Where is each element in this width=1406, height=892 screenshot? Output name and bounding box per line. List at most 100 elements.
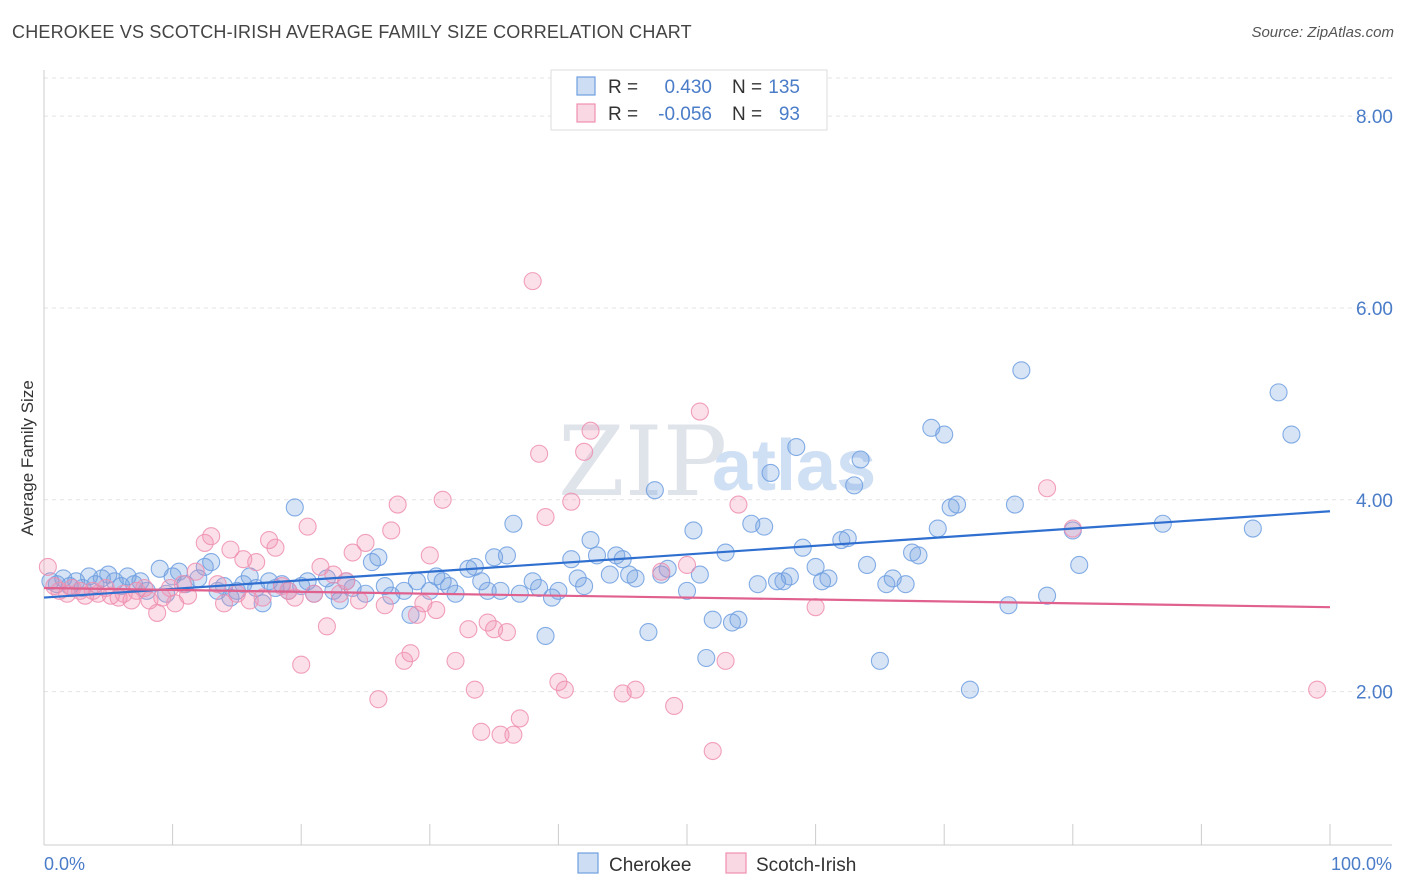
x-tick-label-max: 100.0% [1331,854,1392,874]
scotch-irish-point [285,588,304,607]
scotch-irish-point [401,644,420,663]
cherokee-point [645,481,664,500]
scotch-irish-point [266,538,285,557]
cherokee-point [491,581,510,600]
scotch-irish-point [186,562,205,581]
cherokee-point [677,581,697,600]
cherokee-point [851,450,870,469]
chart-title: CHEROKEE VS SCOTCH-IRISH AVERAGE FAMILY … [12,22,692,42]
scotch-irish-point [581,421,600,440]
legend-n-label-cherokee: N = [732,77,762,98]
legend-n-value-scotch-irish: 93 [779,104,800,125]
scotch-irish-point [523,272,542,291]
scotch-irish-point [337,572,356,591]
cherokee-point [99,565,118,584]
scotch-irish-point [195,533,214,552]
scotch-irish-point [350,591,369,610]
scotch-irish-point [716,651,735,670]
cherokee-point [626,569,645,588]
cherokee-point [1038,586,1057,605]
scotch-irish-point [382,521,401,540]
cherokee-point [568,569,587,588]
x-axis-ticks [43,824,1331,845]
cherokee-point [787,437,806,457]
cherokee-point [523,572,542,591]
scotch-irish-point [375,596,394,615]
scotch-irish-point [259,530,279,550]
scotch-irish-point [420,546,439,565]
scotch-irish-point [208,575,227,594]
cherokee-point [510,584,529,603]
legend-r-value-cherokee: 0.430 [664,77,712,98]
legend-n-label-scotch-irish: N = [732,104,762,125]
scotch-irish-point [729,495,748,514]
scotch-irish-point [510,709,529,728]
scotch-irish-point [465,680,484,699]
legend-swatch-scotch-irish [576,103,596,123]
scotch-irish-point [478,613,497,632]
cherokee-point [369,548,388,567]
scotch-irish-point [292,655,311,674]
scotch-irish-point [652,562,671,581]
cherokee-point [703,610,722,629]
cherokee-point [562,550,581,569]
legend-n-value-cherokee: 135 [768,77,800,98]
cherokee-trend-line [43,510,1331,599]
cherokee-point [1012,361,1031,380]
scotch-irish-point [343,543,362,562]
scotch-irish-point [497,623,517,642]
cherokee-point [684,521,703,540]
scotch-irish-point [1038,479,1057,498]
cherokee-point [1243,519,1262,538]
cherokee-point [472,572,491,591]
legend-bottom: Cherokee Scotch-Irish [577,852,856,876]
scotch-irish-point [388,495,407,514]
cherokee-point [761,463,780,482]
cherokee-point [1269,383,1288,402]
scotch-irish-point [395,651,414,670]
scotch-irish-point [247,553,266,572]
scotch-irish-point [221,540,240,559]
cherokee-point [581,530,600,550]
legend-r-label-scotch-irish: R = [608,104,638,125]
watermark: ZIP atlas [558,406,876,518]
legend-bottom-label-scotch-irish: Scotch-Irish [756,855,856,876]
data-points [38,272,1327,761]
cherokee-point [375,577,394,596]
x-tick-label-min: 0.0% [44,854,85,874]
y-tick-label: 2.00 [1356,683,1393,704]
scotch-irish-point [562,492,581,511]
scotch-irish-point [38,557,57,576]
cherokee-point [845,476,864,495]
scotch-irish-point [665,696,684,715]
scotch-irish-point [369,690,388,709]
scotch-irish-point [504,725,523,744]
cherokee-point [542,588,562,607]
scotch-irish-point [356,533,375,552]
scotch-irish-point [253,588,272,607]
cherokee-point [497,546,517,565]
cherokee-point [896,575,915,594]
scotch-irish-point [806,598,825,617]
legend-r-value-scotch-irish: -0.056 [658,104,712,125]
cherokee-point [697,648,716,668]
y-tick-label: 4.00 [1356,491,1393,512]
y-axis-tick-labels: 2.00 4.00 6.00 8.00 [1356,107,1393,703]
scotch-irish-point [575,442,594,461]
scotch-irish-point [536,507,555,527]
cherokee-point [285,498,304,517]
y-tick-label: 8.00 [1356,107,1393,128]
scotch-irish-point [549,672,568,692]
cherokee-point [530,578,549,598]
legend-swatch-cherokee [576,76,596,96]
cherokee-point [1070,555,1089,575]
y-axis-label: Average Family Size [18,380,37,536]
scotch-irish-point [298,517,317,536]
cherokee-point [909,546,928,565]
legend-top: R = 0.430 N = 135 R = -0.056 N = 93 [550,69,828,131]
scotch-irish-point [690,402,709,421]
scotch-irish-point [305,584,324,603]
scotch-irish-point [530,444,549,463]
cherokee-point [395,581,414,600]
